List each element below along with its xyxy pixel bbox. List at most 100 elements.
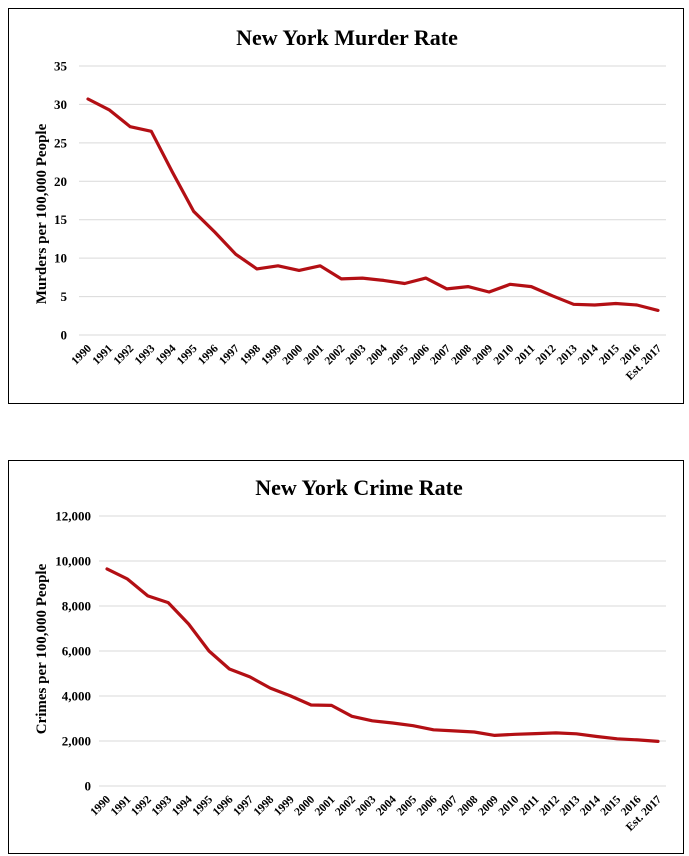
data-point bbox=[432, 728, 435, 731]
data-point bbox=[657, 740, 660, 743]
data-point bbox=[493, 734, 496, 737]
data-point bbox=[208, 650, 211, 653]
data-point bbox=[361, 277, 364, 280]
x-tick-label: 2009 bbox=[476, 793, 501, 818]
x-tick-label: 2013 bbox=[555, 342, 580, 367]
murder-rate-chart: New York Murder Rate Murders per 100,000… bbox=[8, 8, 684, 404]
y-tick-label: 5 bbox=[61, 289, 68, 304]
chart-title: New York Murder Rate bbox=[236, 25, 458, 50]
x-tick-label: 2005 bbox=[386, 342, 411, 367]
data-point bbox=[234, 253, 237, 256]
x-tick-label: 2011 bbox=[517, 793, 541, 817]
data-point bbox=[187, 623, 190, 626]
x-tick-label: 2014 bbox=[576, 342, 601, 367]
data-point bbox=[106, 567, 109, 570]
data-point bbox=[551, 294, 554, 297]
data-point bbox=[150, 130, 153, 133]
data-point bbox=[87, 98, 90, 101]
x-tick-label: 2010 bbox=[497, 793, 522, 818]
x-tick-label: 2014 bbox=[578, 793, 603, 818]
data-point bbox=[310, 704, 313, 707]
data-point bbox=[330, 704, 333, 707]
x-tick-label: 1994 bbox=[170, 793, 195, 818]
data-point bbox=[146, 594, 149, 597]
data-point bbox=[554, 731, 557, 734]
data-point bbox=[371, 719, 374, 722]
data-point bbox=[350, 715, 353, 718]
x-tick-label: 2006 bbox=[407, 342, 432, 367]
x-tick-label: 2013 bbox=[558, 793, 583, 818]
x-tick-label: 2000 bbox=[280, 342, 305, 367]
crime-rate-chart-svg: New York Crime Rate Crimes per 100,000 P… bbox=[34, 475, 666, 834]
x-tick-label: 2003 bbox=[344, 342, 369, 367]
x-tick-label: 1992 bbox=[129, 793, 154, 818]
x-tick-label: 2002 bbox=[323, 342, 348, 367]
data-point bbox=[403, 282, 406, 285]
data-point bbox=[616, 737, 619, 740]
y-tick-label: 15 bbox=[54, 212, 68, 227]
data-point bbox=[382, 279, 385, 282]
x-tick-label: 2012 bbox=[534, 342, 559, 367]
y-tick-label: 0 bbox=[61, 328, 68, 343]
data-point bbox=[593, 304, 596, 307]
data-point bbox=[452, 729, 455, 732]
x-tick-label: 1999 bbox=[259, 342, 284, 367]
data-point bbox=[488, 290, 491, 293]
x-tick-label: 2000 bbox=[292, 793, 317, 818]
data-point bbox=[126, 578, 129, 581]
data-point bbox=[167, 601, 170, 604]
data-point bbox=[467, 285, 470, 288]
x-tick-label: 2007 bbox=[428, 342, 453, 367]
chart-title: New York Crime Rate bbox=[255, 475, 463, 500]
data-point bbox=[635, 304, 638, 307]
data-point bbox=[319, 264, 322, 267]
data-point bbox=[534, 732, 537, 735]
x-tick-label: 2006 bbox=[415, 793, 440, 818]
data-point bbox=[213, 231, 216, 234]
x-tick-label: 1997 bbox=[217, 342, 242, 367]
data-point bbox=[298, 269, 301, 272]
data-point bbox=[575, 732, 578, 735]
y-tick-label: 8,000 bbox=[62, 599, 91, 614]
data-point bbox=[277, 264, 280, 267]
x-tick-label: 1993 bbox=[133, 342, 158, 367]
x-tick-label: 2001 bbox=[302, 342, 327, 367]
data-point bbox=[514, 733, 517, 736]
x-tick-label: 2002 bbox=[333, 793, 358, 818]
y-tick-label: 10,000 bbox=[55, 554, 91, 569]
data-point bbox=[572, 303, 575, 306]
x-tick-label: 1992 bbox=[112, 342, 137, 367]
x-tick-label: 1990 bbox=[88, 793, 113, 818]
x-tick-label: 1998 bbox=[238, 342, 263, 367]
x-tick-label: 2015 bbox=[597, 342, 622, 367]
x-tick-label: 2005 bbox=[394, 793, 419, 818]
x-tick-label: 1991 bbox=[109, 793, 134, 818]
data-point bbox=[657, 309, 660, 312]
x-tick-label: 1995 bbox=[175, 342, 200, 367]
x-tick-label: 1998 bbox=[252, 793, 277, 818]
y-tick-label: 20 bbox=[54, 174, 67, 189]
x-tick-label: 2012 bbox=[537, 793, 562, 818]
x-tick-label: 1997 bbox=[231, 793, 256, 818]
data-point bbox=[248, 675, 251, 678]
murder-rate-chart-svg: New York Murder Rate Murders per 100,000… bbox=[34, 25, 666, 383]
y-tick-label: 25 bbox=[54, 135, 68, 150]
data-point bbox=[289, 695, 292, 698]
x-tick-label: 1996 bbox=[211, 793, 236, 818]
data-point bbox=[391, 722, 394, 725]
y-tick-label: 0 bbox=[85, 779, 92, 794]
y-tick-label: 35 bbox=[54, 59, 68, 74]
x-tick-label: 2007 bbox=[435, 793, 460, 818]
x-tick-label: 2001 bbox=[313, 793, 338, 818]
data-point bbox=[509, 283, 512, 286]
crime-rate-chart: New York Crime Rate Crimes per 100,000 P… bbox=[8, 460, 684, 854]
x-tick-label: 1991 bbox=[90, 342, 115, 367]
data-point bbox=[614, 302, 617, 305]
y-tick-label: 30 bbox=[54, 97, 67, 112]
data-point bbox=[445, 287, 448, 290]
x-tick-label: 2004 bbox=[374, 793, 399, 818]
y-tick-label: 2,000 bbox=[62, 734, 91, 749]
x-tick-label: 1995 bbox=[190, 793, 215, 818]
x-tick-label: 1993 bbox=[150, 793, 175, 818]
x-tick-label: 1996 bbox=[196, 342, 221, 367]
